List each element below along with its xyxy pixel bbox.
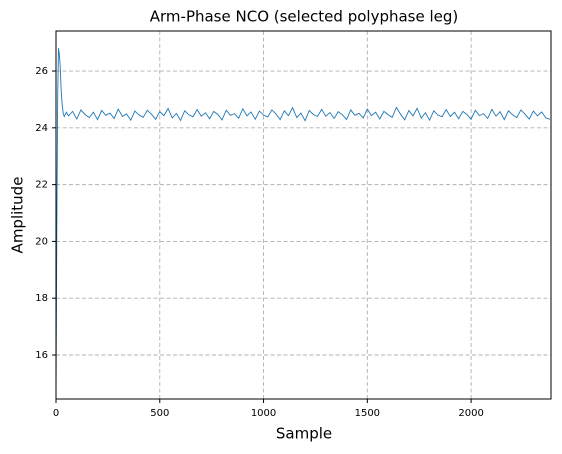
y-tick-label: 18: [35, 293, 48, 304]
x-tick-label: 500: [150, 408, 169, 419]
y-tick-label: 16: [35, 350, 48, 361]
x-tick-label: 1500: [355, 408, 380, 419]
x-axis-label: Sample: [276, 425, 332, 443]
x-tick-label: 2000: [458, 408, 483, 419]
y-tick-label: 24: [35, 123, 48, 134]
y-tick-label: 20: [35, 236, 48, 247]
y-tick-label: 26: [35, 66, 48, 77]
y-tick-label: 22: [35, 180, 48, 191]
data-line: [55, 48, 551, 398]
y-axis-label: Amplitude: [9, 177, 27, 254]
x-tick-label: 1000: [251, 408, 276, 419]
plot-frame: [55, 30, 552, 400]
chart-title: Arm-Phase NCO (selected polyphase leg): [150, 8, 459, 26]
x-tick-label: 0: [53, 408, 59, 419]
